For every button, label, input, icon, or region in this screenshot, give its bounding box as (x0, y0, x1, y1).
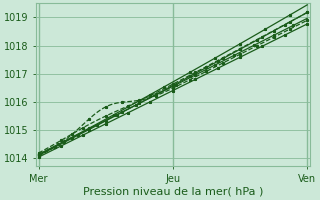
X-axis label: Pression niveau de la mer( hPa ): Pression niveau de la mer( hPa ) (83, 187, 263, 197)
